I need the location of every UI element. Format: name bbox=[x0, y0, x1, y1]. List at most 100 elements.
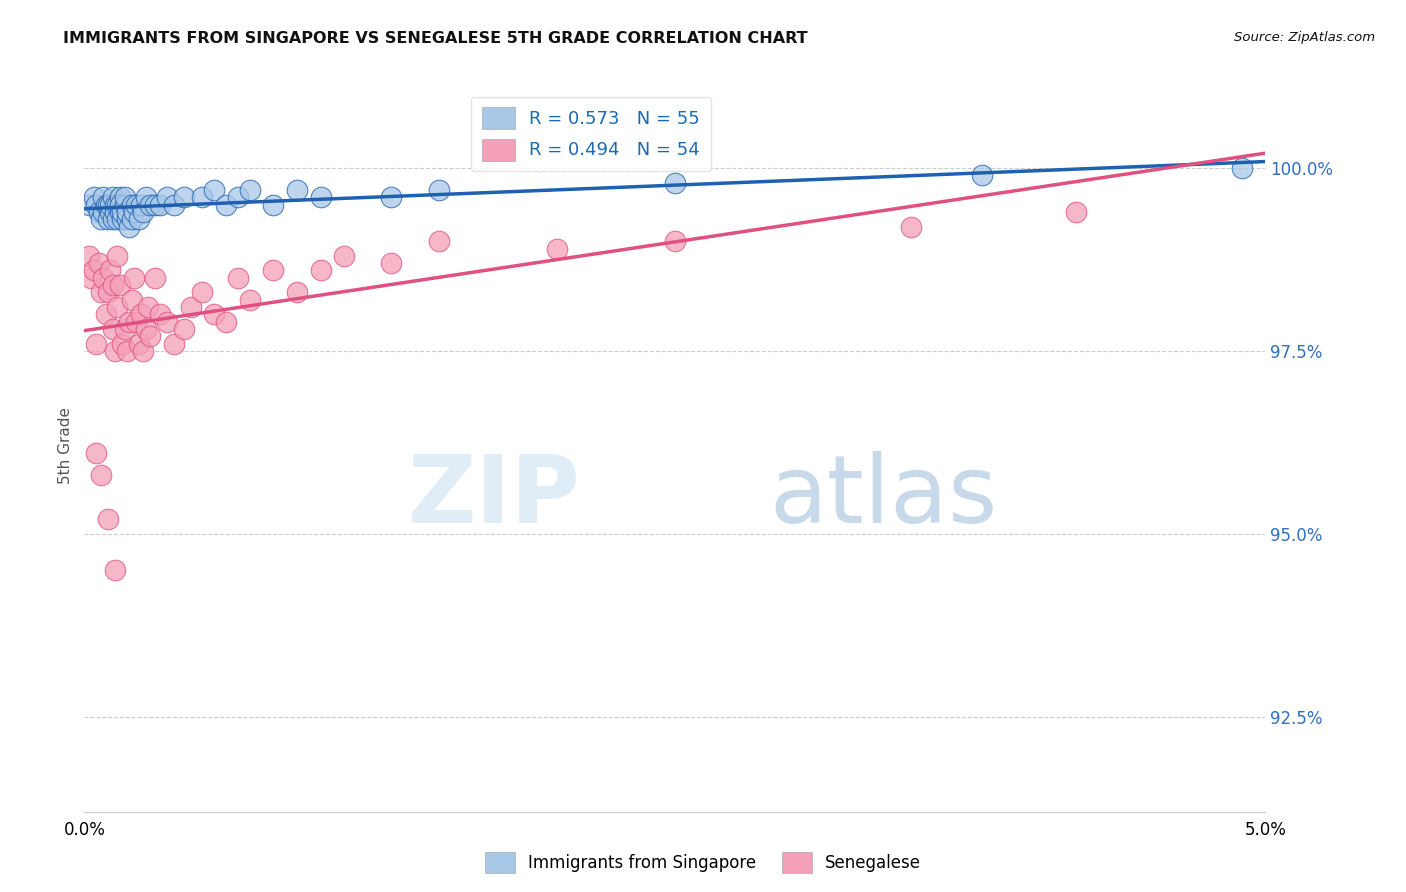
Point bbox=[94, 197, 117, 211]
Text: Source: ZipAtlas.com: Source: ZipAtlas.com bbox=[1234, 31, 1375, 45]
Point bbox=[108, 205, 131, 219]
Point bbox=[118, 219, 141, 234]
Point bbox=[111, 212, 134, 227]
Point bbox=[87, 205, 110, 219]
Point bbox=[104, 343, 127, 358]
Point bbox=[173, 322, 195, 336]
Text: ZIP: ZIP bbox=[408, 451, 581, 543]
Point bbox=[143, 197, 166, 211]
Point bbox=[226, 190, 249, 204]
Point bbox=[202, 183, 225, 197]
Point bbox=[128, 212, 150, 227]
Point bbox=[111, 205, 134, 219]
Point bbox=[139, 329, 162, 343]
Point bbox=[132, 343, 155, 358]
Point bbox=[546, 242, 568, 256]
Point bbox=[90, 285, 112, 300]
Point bbox=[115, 343, 138, 358]
Point bbox=[91, 205, 114, 219]
Point bbox=[114, 322, 136, 336]
Point bbox=[77, 249, 100, 263]
Point bbox=[87, 256, 110, 270]
Point bbox=[427, 183, 450, 197]
Point bbox=[156, 315, 179, 329]
Point bbox=[125, 197, 148, 211]
Legend: Immigrants from Singapore, Senegalese: Immigrants from Singapore, Senegalese bbox=[478, 846, 928, 880]
Point bbox=[97, 197, 120, 211]
Point bbox=[149, 307, 172, 321]
Point bbox=[285, 285, 308, 300]
Point bbox=[101, 278, 124, 293]
Point bbox=[107, 249, 129, 263]
Point bbox=[121, 212, 143, 227]
Point bbox=[80, 270, 103, 285]
Point bbox=[101, 322, 124, 336]
Point bbox=[215, 197, 238, 211]
Point bbox=[427, 234, 450, 248]
Point bbox=[83, 263, 105, 277]
Point bbox=[143, 270, 166, 285]
Point bbox=[115, 212, 138, 227]
Point bbox=[90, 212, 112, 227]
Point bbox=[108, 190, 131, 204]
Point bbox=[900, 219, 922, 234]
Point bbox=[139, 197, 162, 211]
Text: IMMIGRANTS FROM SINGAPORE VS SENEGALESE 5TH GRADE CORRELATION CHART: IMMIGRANTS FROM SINGAPORE VS SENEGALESE … bbox=[63, 31, 808, 46]
Y-axis label: 5th Grade: 5th Grade bbox=[58, 408, 73, 484]
Point bbox=[125, 315, 148, 329]
Point bbox=[114, 197, 136, 211]
Point bbox=[108, 278, 131, 293]
Point bbox=[84, 336, 107, 351]
Point bbox=[108, 197, 131, 211]
Point bbox=[104, 205, 127, 219]
Point bbox=[122, 270, 145, 285]
Point bbox=[104, 197, 127, 211]
Point bbox=[226, 270, 249, 285]
Point bbox=[90, 468, 112, 483]
Point bbox=[128, 336, 150, 351]
Point bbox=[163, 197, 186, 211]
Point bbox=[104, 563, 127, 577]
Point bbox=[136, 300, 159, 314]
Point bbox=[107, 300, 129, 314]
Point bbox=[107, 197, 129, 211]
Point bbox=[122, 205, 145, 219]
Point bbox=[97, 512, 120, 526]
Point bbox=[94, 307, 117, 321]
Point bbox=[380, 256, 402, 270]
Point bbox=[135, 190, 157, 204]
Point bbox=[98, 205, 121, 219]
Point bbox=[309, 263, 332, 277]
Point bbox=[380, 190, 402, 204]
Point bbox=[97, 285, 120, 300]
Point bbox=[664, 176, 686, 190]
Point bbox=[262, 263, 284, 277]
Point bbox=[149, 197, 172, 211]
Point bbox=[121, 197, 143, 211]
Point bbox=[191, 190, 214, 204]
Point bbox=[1066, 205, 1088, 219]
Point bbox=[285, 183, 308, 197]
Point bbox=[132, 205, 155, 219]
Point bbox=[239, 293, 262, 307]
Point bbox=[84, 446, 107, 460]
Point bbox=[129, 197, 152, 211]
Point bbox=[664, 234, 686, 248]
Point bbox=[1230, 161, 1253, 175]
Point bbox=[115, 205, 138, 219]
Point bbox=[333, 249, 356, 263]
Point bbox=[97, 212, 120, 227]
Point bbox=[262, 197, 284, 211]
Point bbox=[163, 336, 186, 351]
Point bbox=[180, 300, 202, 314]
Point bbox=[98, 263, 121, 277]
Text: atlas: atlas bbox=[769, 451, 998, 543]
Point bbox=[84, 197, 107, 211]
Point bbox=[156, 190, 179, 204]
Point bbox=[111, 336, 134, 351]
Point bbox=[173, 190, 195, 204]
Point bbox=[970, 169, 993, 183]
Point bbox=[91, 190, 114, 204]
Point bbox=[215, 315, 238, 329]
Point bbox=[191, 285, 214, 300]
